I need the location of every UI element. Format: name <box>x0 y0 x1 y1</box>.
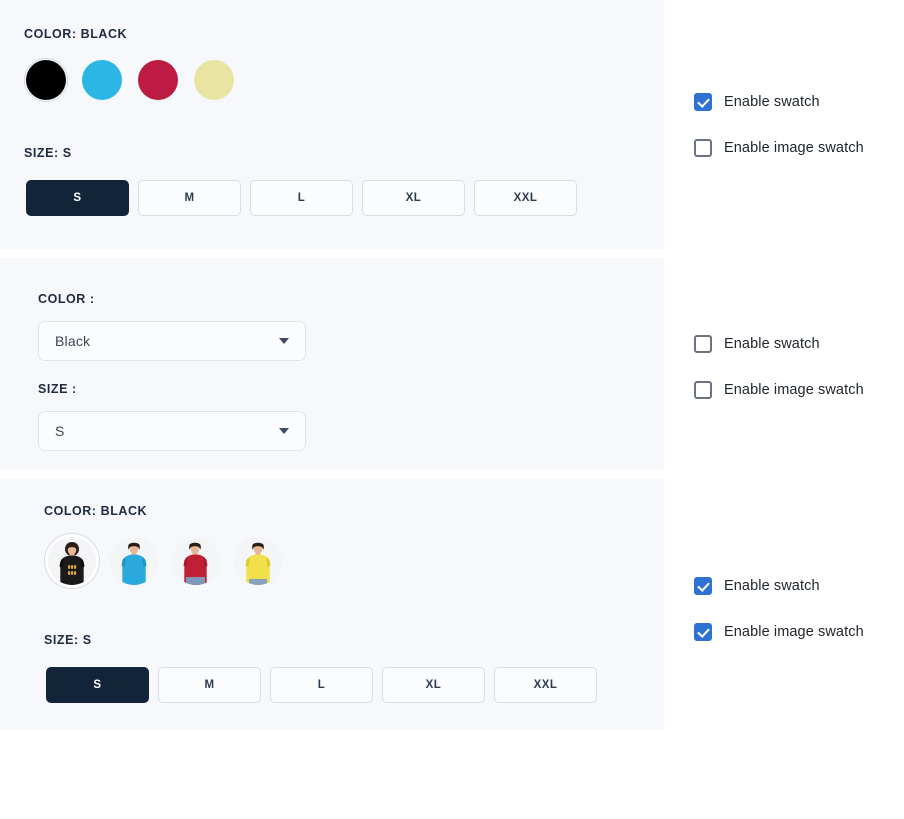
enable-image-swatch-row-3[interactable]: Enable image swatch <box>694 623 864 641</box>
tshirt-model-yellow-icon[interactable] <box>234 537 282 585</box>
size-button-list-1: S M L XL XXL <box>26 180 586 216</box>
size-button-s[interactable]: S <box>26 180 129 216</box>
swatch-section-panel: COLOR: BLACK SIZE: S S M L <box>0 0 664 249</box>
enable-image-swatch-checkbox-3[interactable] <box>694 623 712 641</box>
enable-image-swatch-label-3: Enable image swatch <box>724 624 864 640</box>
image-swatch-option-blue[interactable] <box>106 533 162 589</box>
dropdown-section-panel: COLOR : Black SIZE : S <box>0 258 664 469</box>
enable-swatch-label-2: Enable swatch <box>724 336 820 352</box>
size-button-xxl[interactable]: XXL <box>494 667 597 703</box>
enable-image-swatch-row-1[interactable]: Enable image swatch <box>694 139 864 157</box>
image-swatch-option-red[interactable] <box>168 533 224 589</box>
size-button-xl[interactable]: XL <box>382 667 485 703</box>
color-label-1: COLOR: BLACK <box>24 27 128 41</box>
color-swatch-list-1 <box>24 58 248 102</box>
size-dropdown[interactable]: S <box>38 411 306 451</box>
size-label-1: SIZE: S <box>24 146 72 160</box>
enable-swatch-checkbox-2[interactable] <box>694 335 712 353</box>
color-dropdown[interactable]: Black <box>38 321 306 361</box>
color-label-2: COLOR : <box>38 292 95 306</box>
color-swatch-option-yellow[interactable] <box>192 58 236 102</box>
enable-swatch-row-1[interactable]: Enable swatch <box>694 93 864 111</box>
color-swatch-black[interactable] <box>26 60 66 100</box>
color-swatch-option-red[interactable] <box>136 58 180 102</box>
color-swatch-yellow[interactable] <box>194 60 234 100</box>
image-swatch-option-yellow[interactable] <box>230 533 286 589</box>
color-swatch-blue[interactable] <box>82 60 122 100</box>
color-swatch-red[interactable] <box>138 60 178 100</box>
color-swatch-option-blue[interactable] <box>80 58 124 102</box>
image-swatch-section-panel: COLOR: BLACK <box>0 479 664 730</box>
swatch-settings-1: Enable swatch Enable image swatch <box>694 93 864 157</box>
size-label-2: SIZE : <box>38 382 77 396</box>
enable-image-swatch-label-1: Enable image swatch <box>724 140 864 156</box>
tshirt-model-red-icon[interactable] <box>172 537 220 585</box>
swatch-settings-3: Enable swatch Enable image swatch <box>694 577 864 641</box>
color-swatch-option-black[interactable] <box>24 58 68 102</box>
size-button-xl[interactable]: XL <box>362 180 465 216</box>
enable-image-swatch-checkbox-1[interactable] <box>694 139 712 157</box>
enable-image-swatch-checkbox-2[interactable] <box>694 381 712 399</box>
size-dropdown-value: S <box>55 423 65 439</box>
color-dropdown-value: Black <box>55 333 91 349</box>
enable-swatch-checkbox-3[interactable] <box>694 577 712 595</box>
size-button-list-3: S M L XL XXL <box>46 667 606 703</box>
size-button-s[interactable]: S <box>46 667 149 703</box>
color-label-3: COLOR: BLACK <box>44 504 148 518</box>
chevron-down-icon <box>279 428 289 434</box>
chevron-down-icon <box>279 338 289 344</box>
enable-swatch-label-1: Enable swatch <box>724 94 820 110</box>
size-button-xxl[interactable]: XXL <box>474 180 577 216</box>
enable-swatch-row-2[interactable]: Enable swatch <box>694 335 864 353</box>
swatch-settings-2: Enable swatch Enable image swatch <box>694 335 864 399</box>
enable-swatch-row-3[interactable]: Enable swatch <box>694 577 864 595</box>
enable-swatch-label-3: Enable swatch <box>724 578 820 594</box>
tshirt-model-blue-icon[interactable] <box>110 537 158 585</box>
size-label-3: SIZE: S <box>44 633 92 647</box>
image-swatch-list <box>44 533 292 589</box>
enable-image-swatch-label-2: Enable image swatch <box>724 382 864 398</box>
enable-swatch-checkbox-1[interactable] <box>694 93 712 111</box>
size-button-m[interactable]: M <box>138 180 241 216</box>
size-button-l[interactable]: L <box>250 180 353 216</box>
enable-image-swatch-row-2[interactable]: Enable image swatch <box>694 381 864 399</box>
size-button-l[interactable]: L <box>270 667 373 703</box>
size-button-m[interactable]: M <box>158 667 261 703</box>
image-swatch-option-black[interactable] <box>44 533 100 589</box>
tshirt-model-black-icon[interactable] <box>48 537 96 585</box>
